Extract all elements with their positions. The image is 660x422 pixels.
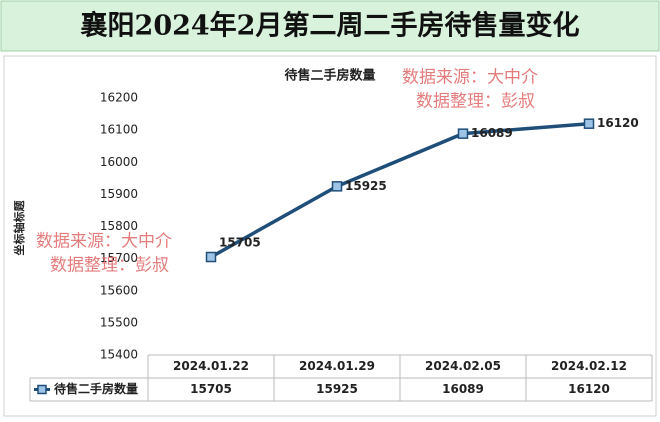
title-banner xyxy=(0,0,660,52)
x-tick-label: 2024.02.12 xyxy=(551,359,627,373)
y-tick-label: 15800 xyxy=(100,219,138,233)
chart-frame xyxy=(3,55,657,417)
x-tick-label: 2024.01.22 xyxy=(173,359,249,373)
y-tick-label: 15900 xyxy=(100,187,138,201)
watermark: 数据来源：大中介 xyxy=(402,68,538,88)
marker xyxy=(331,181,343,192)
x-tick-label: 2024.02.05 xyxy=(425,359,501,373)
legend-label: 待售二手房数量 xyxy=(54,381,138,396)
legend-marker xyxy=(37,384,47,395)
data-label: 16089 xyxy=(471,126,513,140)
y-tick-label: 16000 xyxy=(100,155,138,169)
marker xyxy=(583,118,595,129)
table-value: 15705 xyxy=(190,382,232,396)
marker xyxy=(205,251,217,263)
data-label: 15705 xyxy=(219,236,261,250)
x-tick-label: 2024.01.29 xyxy=(299,359,375,373)
chart-title: 待售二手房数量 xyxy=(283,68,375,84)
table-value: 16120 xyxy=(568,382,610,396)
page-title: 襄阳2024年2月第二周二手房待售量变化 xyxy=(80,10,580,42)
table-value: 15925 xyxy=(316,382,358,396)
table-value: 16089 xyxy=(442,382,484,396)
y-tick-label: 15600 xyxy=(100,283,138,297)
y-tick-label: 15400 xyxy=(100,348,138,362)
y-tick-label: 15500 xyxy=(100,315,138,329)
data-label: 15925 xyxy=(345,179,387,193)
y-tick-label: 16200 xyxy=(100,91,138,105)
marker xyxy=(457,128,469,139)
watermark: 数据整理：彭叔 xyxy=(50,256,169,276)
y-tick-label: 16100 xyxy=(100,123,138,137)
y-tick-label: 15700 xyxy=(100,251,138,265)
watermark: 数据整理：彭叔 xyxy=(416,92,535,112)
y-axis-title: 坐标轴标题 xyxy=(12,200,26,256)
watermark: 数据来源：大中介 xyxy=(36,232,172,252)
data-label: 16120 xyxy=(597,116,639,130)
series-line xyxy=(210,121,590,259)
